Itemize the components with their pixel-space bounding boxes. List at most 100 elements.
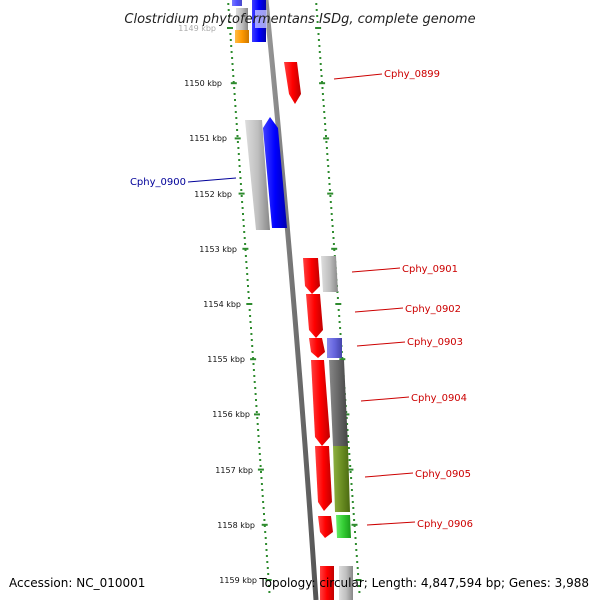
right-guide-dot	[350, 477, 353, 479]
gene-label-cphy-0900[interactable]: Cphy_0900	[130, 177, 186, 188]
right-guide-dot	[323, 117, 326, 119]
right-guide-dot	[348, 453, 351, 455]
left-guide-dot	[261, 495, 264, 497]
left-guide-dot	[250, 327, 252, 329]
left-guide-dot	[233, 93, 236, 95]
right-guide-dot	[327, 165, 330, 167]
scale-tick-mark	[347, 468, 354, 471]
left-guide-dot	[238, 165, 241, 167]
scale-labels: 1149 kbp 1150 kbp 1151 kbp 1152 kbp 1153…	[178, 24, 257, 585]
right-guide-dot	[339, 327, 342, 329]
gene-label-cphy-0902[interactable]: Cphy_0902	[405, 304, 461, 315]
left-guide-dot	[242, 213, 244, 215]
left-guide-dot	[261, 489, 264, 491]
right-guide-dot	[321, 87, 324, 89]
gene-feature-purple-0903	[327, 338, 342, 358]
scale-label-1152: 1152 kbp	[194, 190, 232, 199]
gene-label-cphy-0901[interactable]: Cphy_0901	[402, 264, 458, 275]
left-guide-dot	[249, 321, 252, 323]
left-guide-dot	[252, 363, 255, 365]
right-guide-dot	[322, 99, 325, 101]
right-guide-dot	[352, 507, 355, 509]
scale-tick-mark	[230, 82, 237, 85]
scale-tick-mark	[242, 247, 249, 250]
right-guide-dot	[353, 519, 356, 521]
left-guide-dot	[244, 243, 247, 245]
left-guide-dot	[243, 237, 246, 239]
scale-label-1150: 1150 kbp	[184, 79, 222, 88]
left-guide-dot	[256, 423, 259, 425]
gene-label-cphy-0906[interactable]: Cphy_0906	[417, 519, 473, 530]
gene-label-cphy-0904[interactable]: Cphy_0904	[411, 393, 467, 404]
right-guide-dot	[350, 483, 353, 485]
gene-label-cphy-0903[interactable]: Cphy_0903	[407, 337, 463, 348]
right-guide-dot	[356, 561, 359, 563]
right-guide-dot	[324, 123, 327, 125]
right-guide-dot	[319, 57, 322, 59]
gene-feature-dark-0904	[329, 360, 348, 446]
scale-tick-mark	[339, 358, 346, 361]
right-guide-dot	[347, 447, 350, 449]
left-guide-dot	[239, 171, 241, 173]
left-guide-dot	[236, 129, 239, 131]
left-guide-dot	[229, 33, 232, 35]
left-guide-dot	[240, 195, 243, 197]
left-guide-dot	[266, 561, 269, 563]
gene-label-cphy-0905[interactable]: Cphy_0905	[415, 469, 471, 480]
left-guide-dot	[245, 261, 248, 263]
leader-line-cphy-0905	[364, 472, 414, 478]
left-guide-dot	[262, 501, 265, 503]
strand-guide-dots	[227, 3, 362, 593]
right-guide-dot	[333, 249, 336, 251]
scale-tick-mark	[327, 192, 334, 195]
gene-feature-red-bottom	[320, 566, 334, 600]
right-guide-dot	[317, 39, 320, 41]
left-guide-dot	[247, 291, 250, 293]
right-guide-dot	[325, 135, 327, 137]
left-guide-dot	[255, 405, 258, 407]
left-guide-dot	[239, 183, 242, 185]
leader-line-cphy-0900	[187, 177, 237, 183]
right-guide-dot	[326, 159, 329, 161]
gene-feature-gray-top	[236, 8, 248, 30]
left-guide-dot	[227, 9, 230, 11]
scale-tick-mark	[234, 137, 241, 140]
gene-arrow-cphy-0905	[315, 446, 332, 511]
scale-tick-mark	[250, 358, 257, 361]
right-guide-dot	[354, 531, 356, 533]
gene-feature-olive-0905	[333, 446, 350, 512]
left-guide-dot	[264, 537, 267, 539]
left-guide-dot	[260, 483, 263, 485]
right-guide-dot	[357, 573, 360, 575]
left-guide-dot	[263, 525, 266, 527]
left-guide-dot	[262, 507, 265, 509]
right-guide-dot	[336, 297, 339, 299]
right-guide-dot	[330, 213, 333, 215]
right-guide-dot	[328, 189, 331, 191]
scale-tick-mark	[355, 579, 362, 581]
gene-label-cphy-0899[interactable]: Cphy_0899	[384, 69, 440, 80]
right-guide-dot	[331, 225, 334, 227]
left-guide-dot	[260, 477, 263, 479]
right-guide-dot	[322, 105, 325, 107]
left-guide-dot	[229, 39, 232, 41]
right-guide-dot	[353, 525, 356, 527]
left-guide-dot	[243, 231, 246, 233]
scale-label-1159: 1159 kbp	[219, 576, 257, 585]
right-guide-dot	[354, 537, 357, 539]
genome-backbone	[263, 0, 319, 600]
right-guide-dot	[320, 75, 323, 77]
left-guide-dot	[257, 435, 260, 437]
scale-tick-mark	[319, 82, 326, 85]
left-guide-dot	[230, 45, 233, 47]
right-guide-dot	[346, 423, 349, 425]
right-guide-dot	[355, 549, 358, 551]
right-guide-dot	[347, 435, 349, 437]
right-guide-dot	[346, 429, 349, 431]
left-guide-dot	[264, 531, 267, 533]
right-guide-dot	[331, 219, 334, 221]
left-guide-dot	[266, 567, 269, 569]
gene-arrow-cphy-0902	[306, 294, 323, 338]
left-guide-dot	[234, 99, 236, 101]
